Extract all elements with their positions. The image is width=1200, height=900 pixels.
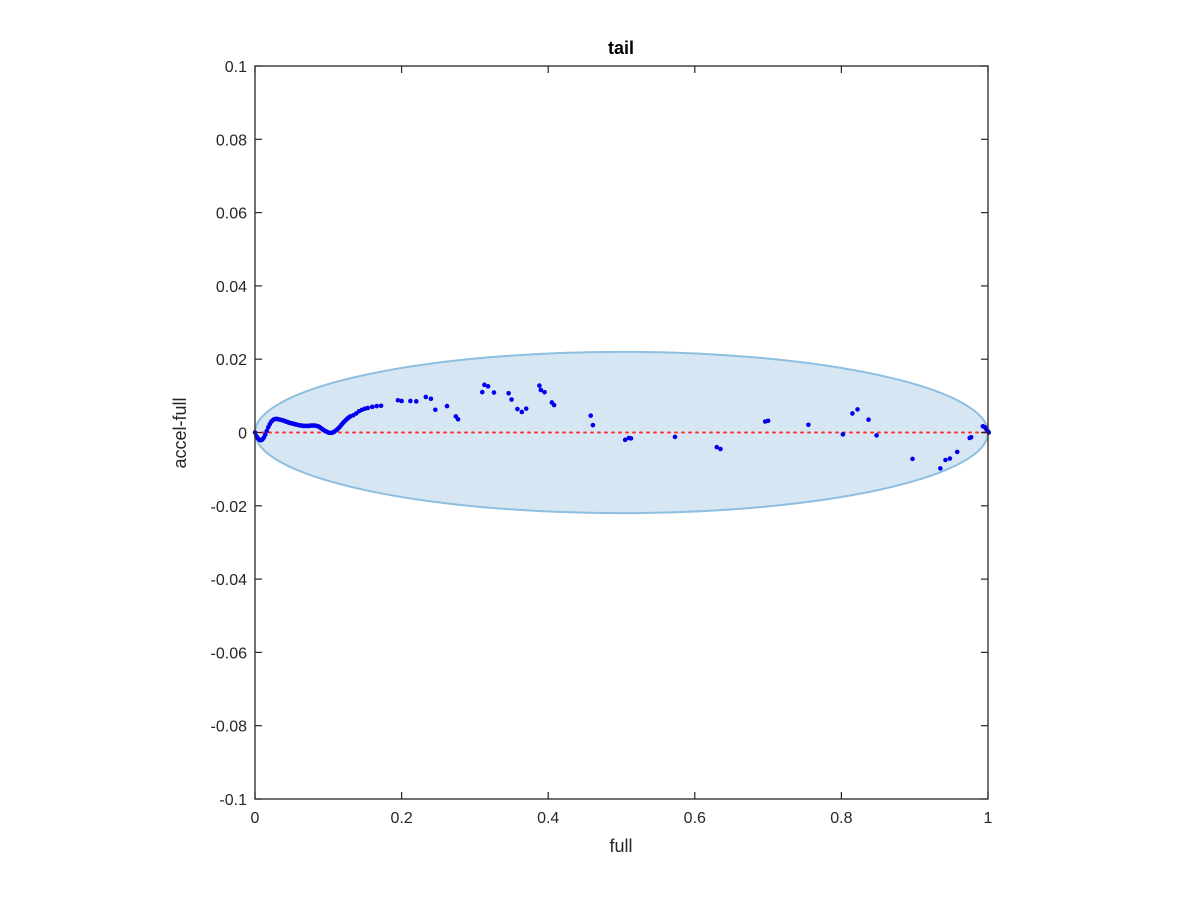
data-point xyxy=(590,422,596,428)
data-point xyxy=(551,402,557,408)
data-point xyxy=(433,407,438,413)
data-point xyxy=(855,407,860,412)
y-tick-label: 0.06 xyxy=(216,206,247,223)
data-point xyxy=(378,403,384,409)
data-point xyxy=(943,457,948,463)
y-tick-label: 0.02 xyxy=(216,352,247,369)
data-point xyxy=(423,394,429,400)
data-point xyxy=(588,413,594,418)
data-point xyxy=(765,418,771,424)
data-point xyxy=(840,432,846,437)
data-point xyxy=(714,444,720,450)
data-point xyxy=(866,417,871,422)
data-point xyxy=(850,411,855,416)
data-point xyxy=(365,405,371,411)
data-point xyxy=(506,390,511,396)
data-point xyxy=(455,417,461,422)
data-point xyxy=(413,399,419,404)
data-point xyxy=(954,449,960,455)
x-tick-label: 1 xyxy=(984,810,993,827)
data-point xyxy=(509,397,514,402)
x-tick-label: 0.8 xyxy=(830,810,852,827)
y-tick-label: -0.02 xyxy=(211,499,248,516)
x-tick-label: 0 xyxy=(251,810,260,827)
data-point xyxy=(369,404,375,410)
data-point xyxy=(628,436,634,441)
data-point xyxy=(264,428,270,434)
data-point xyxy=(718,446,723,452)
y-axis-label: accel-full xyxy=(170,397,190,468)
y-tick-label: 0.04 xyxy=(216,279,247,296)
data-point xyxy=(538,387,544,393)
chart-title: tail xyxy=(608,38,634,58)
y-tick-label: 0.1 xyxy=(225,59,247,76)
data-point xyxy=(485,384,491,389)
y-tick-label: -0.06 xyxy=(211,645,248,662)
x-axis-label: full xyxy=(609,836,632,856)
data-point xyxy=(910,456,915,462)
data-point xyxy=(542,389,547,395)
data-point xyxy=(444,403,450,409)
x-tick-label: 0.6 xyxy=(684,810,706,827)
y-tick-label: -0.1 xyxy=(219,792,247,809)
data-point xyxy=(479,389,485,395)
data-point xyxy=(395,397,401,403)
data-point xyxy=(806,422,811,428)
data-point xyxy=(374,403,379,409)
x-tick-label: 0.4 xyxy=(537,810,559,827)
data-point xyxy=(519,409,525,415)
data-point xyxy=(482,382,487,388)
x-tick-label: 0.2 xyxy=(390,810,412,827)
data-point xyxy=(515,406,520,412)
data-point xyxy=(399,398,404,404)
y-tick-label: -0.08 xyxy=(211,719,248,736)
data-point xyxy=(672,434,678,440)
y-tick-label: 0 xyxy=(238,426,247,443)
data-point xyxy=(874,433,879,438)
data-point xyxy=(491,390,497,395)
data-point xyxy=(408,398,413,404)
data-point xyxy=(523,406,529,411)
y-tick-label: 0.08 xyxy=(216,132,247,149)
data-point xyxy=(428,396,434,402)
y-tick-label: -0.04 xyxy=(211,572,248,589)
data-point xyxy=(947,456,953,461)
data-point xyxy=(938,466,943,471)
data-point xyxy=(968,434,974,440)
data-point xyxy=(262,432,268,437)
data-point xyxy=(622,437,628,443)
data-point xyxy=(537,383,542,388)
